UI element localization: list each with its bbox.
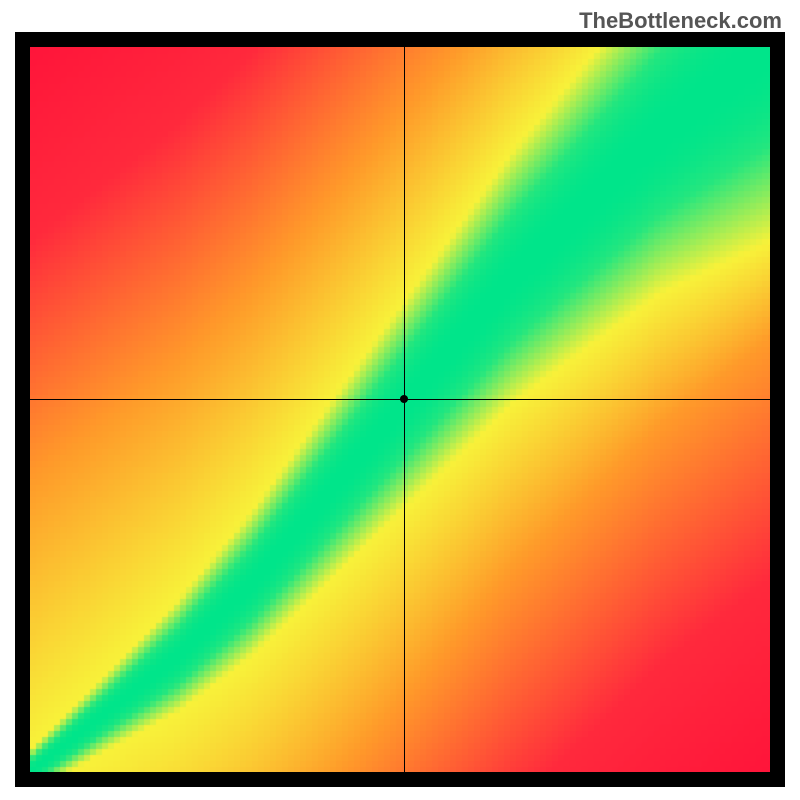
watermark-text: TheBottleneck.com	[579, 8, 782, 34]
crosshair-dot	[400, 395, 408, 403]
crosshair-vertical	[404, 47, 405, 772]
chart-frame	[15, 32, 785, 787]
heatmap-canvas	[30, 47, 770, 772]
